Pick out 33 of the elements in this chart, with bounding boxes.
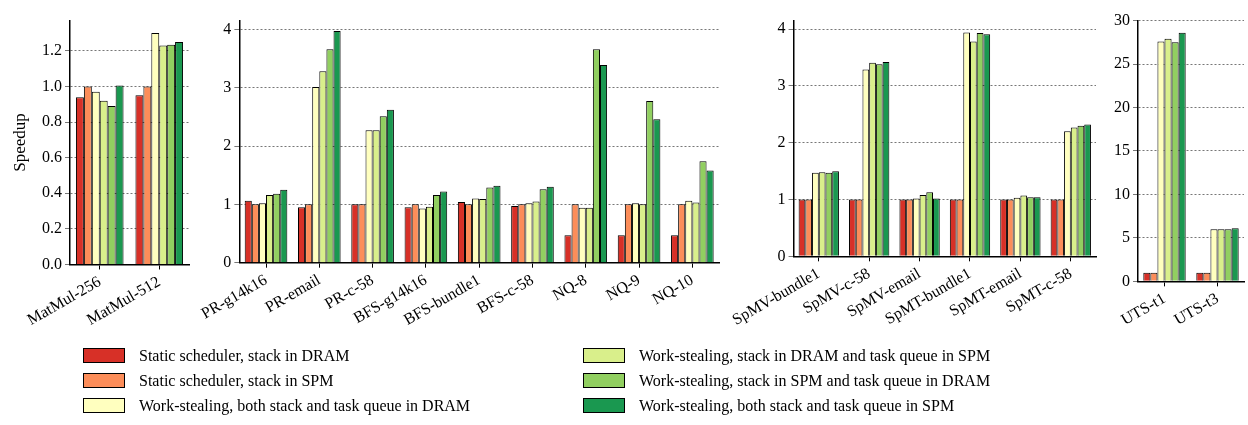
legend-label: Work-stealing, stack in SPM and task queue in DRAM (639, 371, 991, 390)
legend-label: Work-stealing, both stack and task queue in SPM (639, 396, 955, 415)
y-tick-label: 0.2 (42, 219, 62, 237)
y-tick-label: 2 (223, 136, 232, 154)
y-tick-label: 0 (223, 252, 232, 270)
y-tick-label: 1 (777, 189, 786, 207)
y-tick-label: 5 (1122, 228, 1130, 246)
y-tick-label: 3 (777, 76, 786, 94)
legend-label: Work-stealing, both stack and task queue in DRAM (139, 396, 471, 415)
y-tick-label: 15 (1114, 141, 1130, 159)
y-tick-label: 0.4 (42, 183, 62, 201)
legend-label: Static scheduler, stack in SPM (139, 371, 334, 390)
y-tick-label: 30 (1114, 10, 1130, 28)
y-tick-label: 1 (223, 194, 232, 212)
y-tick-label: 0.8 (42, 112, 62, 130)
x-tick-label: NQ-8 (549, 270, 590, 304)
y-tick-label: 10 (1114, 184, 1130, 202)
y-tick-label: 3 (223, 77, 232, 95)
y-axis-title: Speedup (9, 113, 29, 172)
legend-label: Work-stealing, stack in DRAM and task queue in SPM (639, 346, 991, 365)
y-tick-label: 0 (1122, 271, 1130, 289)
y-tick-label: 4 (223, 19, 232, 37)
y-tick-label: 1.0 (42, 76, 62, 94)
y-tick-label: 20 (1114, 97, 1130, 115)
y-tick-label: 4 (777, 19, 786, 37)
legend-label: Static scheduler, stack in DRAM (139, 346, 350, 365)
y-tick-label: 0 (777, 246, 786, 264)
y-tick-label: 0.6 (42, 147, 62, 165)
x-tick-label: NQ-9 (602, 270, 643, 304)
y-tick-label: 2 (777, 132, 786, 150)
y-tick-label: 0.0 (42, 254, 62, 272)
y-tick-label: 25 (1114, 54, 1130, 72)
y-tick-label: 1.2 (42, 41, 62, 59)
